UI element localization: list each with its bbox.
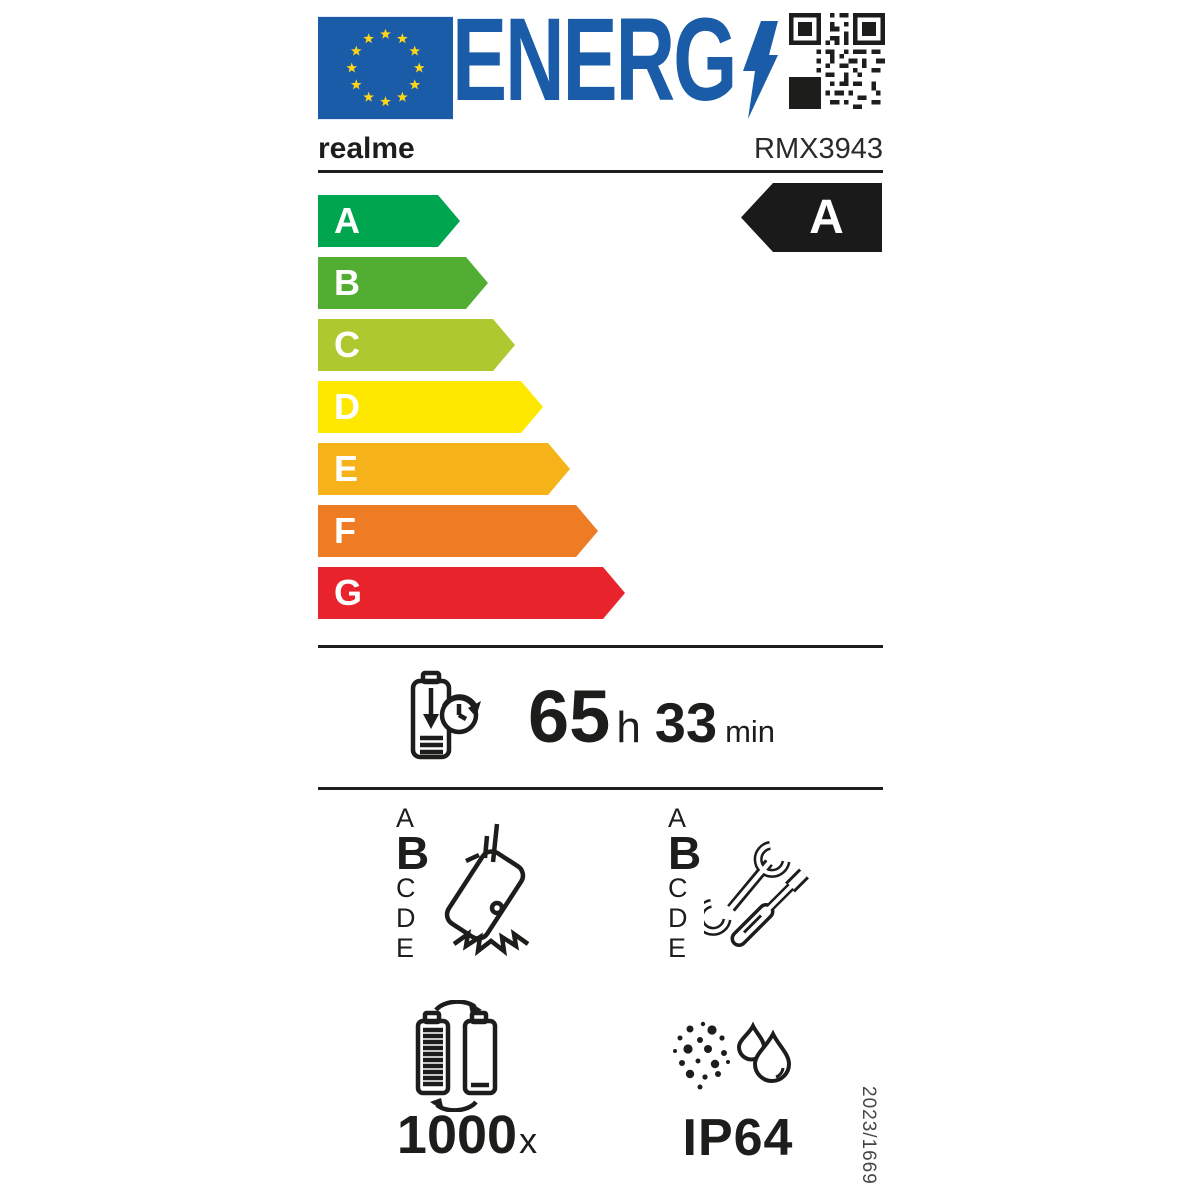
lightning-bolt-icon (743, 21, 778, 119)
divider (318, 787, 883, 790)
battery-endurance-icon (410, 670, 481, 760)
ip-rating: IP64 (682, 1109, 794, 1167)
energ-logo-text: ENERG (452, 0, 737, 126)
brand-row: realme RMX3943 (318, 133, 883, 173)
scale-arrow-e: E (318, 443, 570, 495)
model-number: RMX3943 (754, 133, 883, 165)
repair-scale-a: A (668, 803, 687, 833)
repair-tools-icon (704, 841, 809, 947)
scale-arrow-g: G (318, 567, 625, 619)
drop-scale-a: A (396, 803, 415, 833)
scale-arrow-a: A (318, 195, 460, 247)
eu-flag (318, 16, 453, 120)
battery-cycles-value: 1000 x (396, 1104, 538, 1166)
energy-efficiency-scale: A B C D E F G (318, 195, 625, 629)
cycles-suffix: x (519, 1120, 538, 1161)
endurance-hours: 65 (528, 675, 611, 758)
scale-arrow-c: C (318, 319, 515, 371)
scale-arrow-b: B (318, 257, 488, 309)
endurance-minutes: 33 (654, 691, 718, 754)
drop-rating: B (396, 827, 430, 879)
dust-water-protection-icon (673, 1021, 792, 1090)
repair-scale-c: C (668, 873, 688, 903)
repair-scale-e: E (668, 933, 687, 963)
battery-cycles-icon (415, 1000, 498, 1112)
divider (318, 645, 883, 648)
scale-arrow-f: F (318, 505, 598, 557)
qr-code (789, 13, 885, 109)
drop-scale-c: C (396, 873, 416, 903)
repairability-scale: A B C D E (668, 804, 701, 964)
regulation-number: 2023/1669 (858, 1086, 879, 1185)
drop-scale-e: E (396, 933, 415, 963)
endurance-minutes-unit: min (725, 714, 776, 749)
repair-rating: B (668, 827, 702, 879)
repair-scale-d: D (668, 903, 688, 933)
drop-resistance-scale: A B C D E (396, 804, 429, 964)
energy-rating-indicator: A (741, 183, 882, 252)
scale-arrow-d: D (318, 381, 543, 433)
cycles-count: 1000 (396, 1105, 518, 1165)
drop-scale-d: D (396, 903, 416, 933)
battery-endurance-value: 65 h 33 min (528, 672, 775, 762)
endurance-hours-unit: h (616, 703, 641, 752)
falling-phone-icon (444, 823, 530, 956)
brand-name: realme (318, 132, 415, 165)
